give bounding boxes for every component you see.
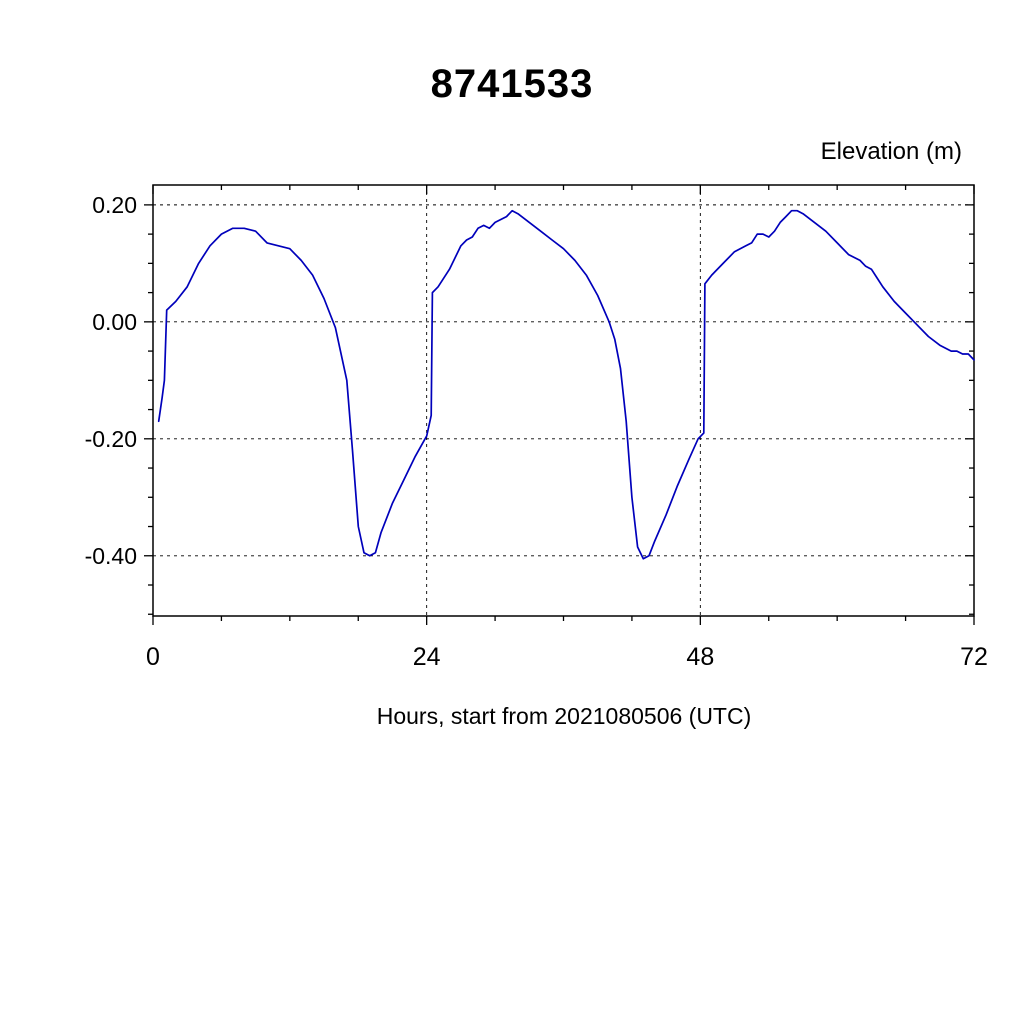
x-tick-label: 48	[686, 643, 714, 671]
x-tick-label: 72	[960, 643, 988, 671]
x-tick-label: 0	[146, 643, 160, 671]
y-tick-label: 0.00	[92, 309, 137, 335]
elevation-curve	[157, 209, 975, 560]
y-axis-label: Elevation (m)	[820, 138, 962, 165]
y-tick-label: -0.40	[85, 543, 137, 569]
y-tick-label: -0.20	[85, 426, 137, 452]
x-axis-label: Hours, start from 2021080506 (UTC)	[376, 703, 752, 729]
chart-title: 8741533	[430, 62, 594, 106]
y-tick-label: 0.20	[92, 192, 137, 218]
x-tick-label: 24	[413, 643, 441, 671]
